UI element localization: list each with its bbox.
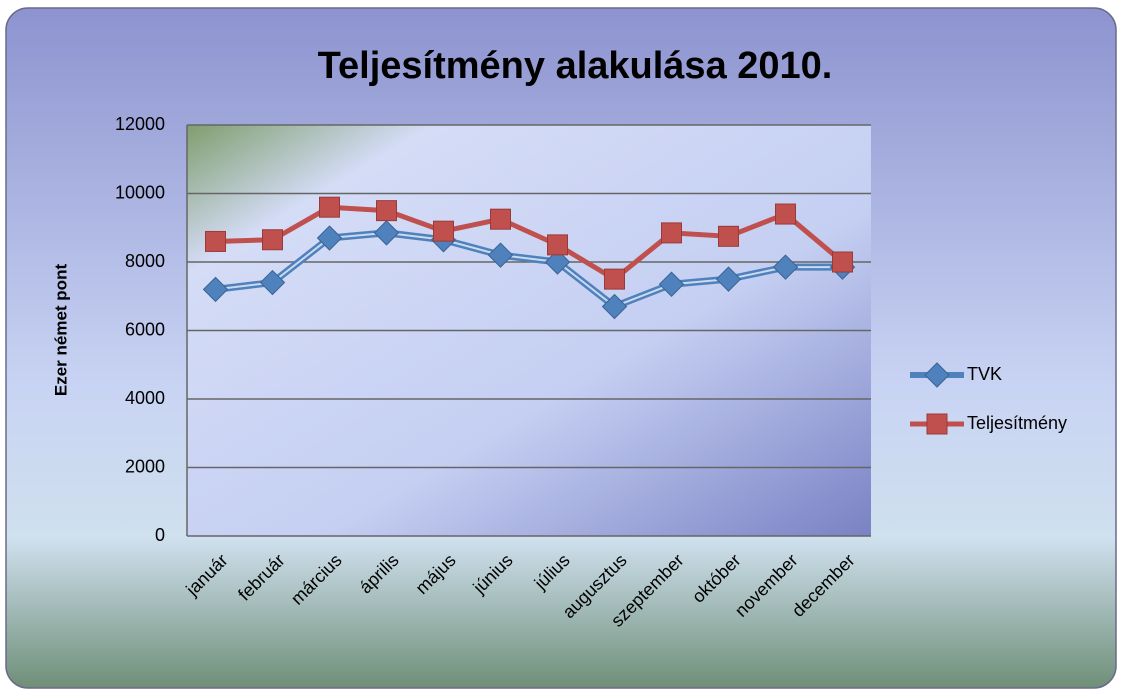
- marker: [547, 234, 568, 256]
- marker: [205, 230, 226, 252]
- marker: [924, 362, 950, 388]
- marker: [926, 413, 948, 435]
- marker: [658, 271, 685, 297]
- marker: [316, 225, 343, 251]
- marker: [487, 242, 514, 268]
- marker: [433, 220, 454, 242]
- marker: [775, 203, 796, 225]
- marker: [262, 229, 283, 251]
- y-tick-label: 0: [155, 525, 165, 545]
- marker: [376, 200, 397, 222]
- marker: [202, 276, 229, 303]
- y-tick-label: 4000: [125, 388, 165, 408]
- marker: [604, 268, 625, 290]
- marker: [259, 269, 286, 296]
- marker: [832, 251, 853, 273]
- marker: [715, 266, 742, 292]
- legend-label: Teljesítmény: [967, 413, 1067, 433]
- y-axis-label: Ezer német pont: [51, 264, 70, 397]
- marker: [772, 254, 799, 280]
- chart-title: Teljesítmény alakulása 2010.: [318, 45, 833, 87]
- marker: [373, 220, 400, 246]
- y-tick-label: 12000: [115, 114, 165, 134]
- marker: [319, 196, 340, 218]
- marker: [544, 249, 571, 275]
- y-tick-label: 10000: [115, 182, 165, 202]
- y-tick-label: 2000: [125, 456, 165, 476]
- y-tick-label: 6000: [125, 319, 165, 339]
- marker: [490, 208, 511, 230]
- marker: [601, 293, 628, 320]
- y-tick-label: 8000: [125, 251, 165, 271]
- marker: [661, 222, 682, 244]
- marker: [718, 225, 739, 247]
- legend-label: TVK: [967, 364, 1002, 384]
